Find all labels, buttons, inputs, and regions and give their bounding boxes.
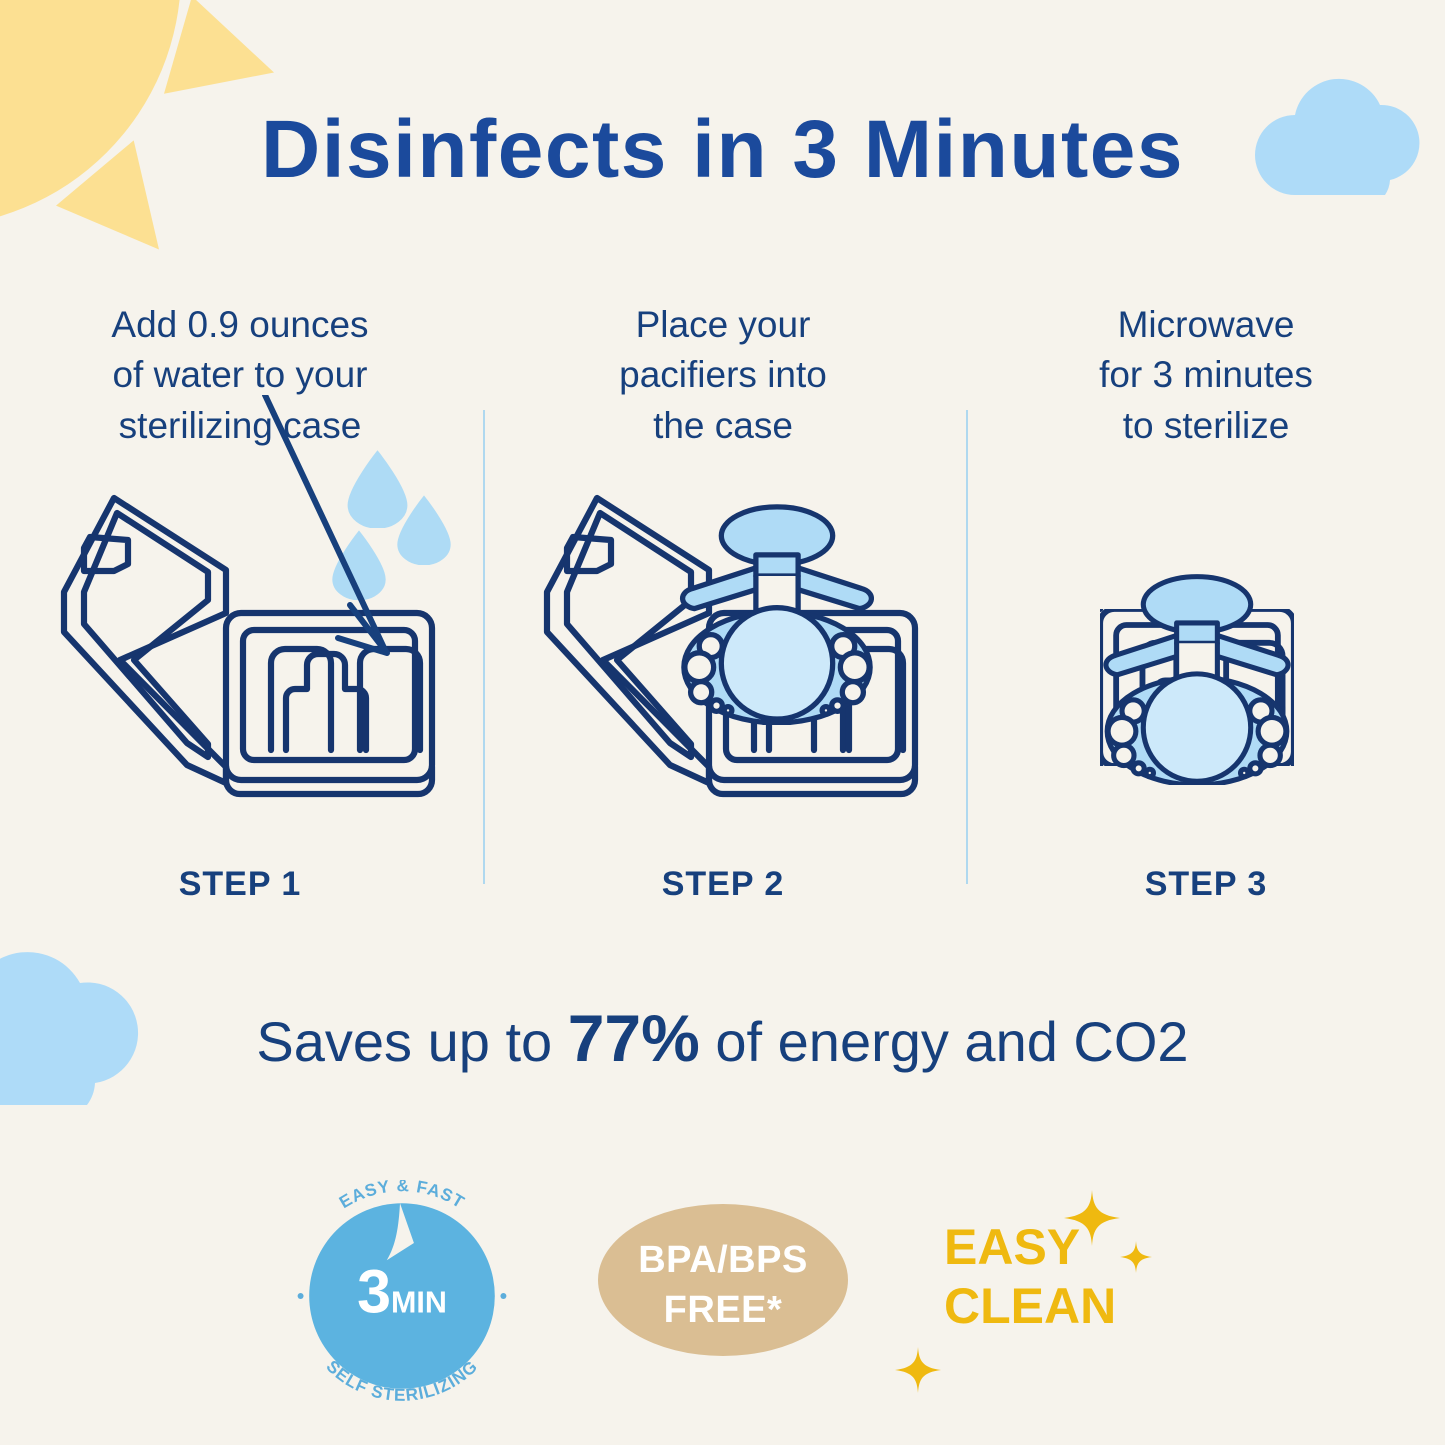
svg-text:FREE*: FREE* [664, 1289, 783, 1331]
svg-text:BPA/BPS: BPA/BPS [638, 1239, 808, 1281]
